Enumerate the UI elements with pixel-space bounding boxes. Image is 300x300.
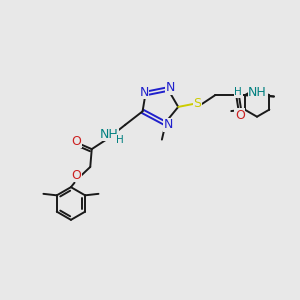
Text: NH: NH — [248, 86, 267, 99]
Text: N: N — [166, 81, 176, 94]
Text: H: H — [234, 87, 242, 97]
Text: H: H — [116, 135, 123, 145]
Text: N: N — [164, 118, 173, 131]
Text: S: S — [194, 98, 202, 110]
Text: O: O — [235, 109, 245, 122]
Text: O: O — [71, 169, 81, 182]
Text: N: N — [140, 85, 149, 98]
Text: O: O — [71, 135, 81, 148]
Text: NH: NH — [100, 128, 118, 141]
